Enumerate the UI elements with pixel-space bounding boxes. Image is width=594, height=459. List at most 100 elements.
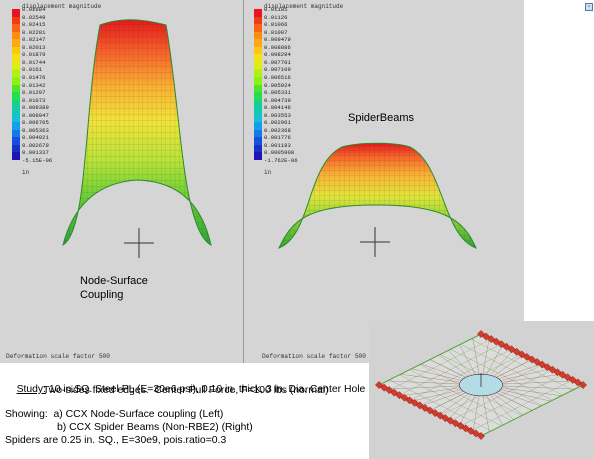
spider-beam-element (477, 330, 485, 338)
study-line-1: 10 in.SQ. Steel PL (E=30e6 psi), 0.10 in… (46, 384, 366, 395)
right-deformed-plate-render (278, 142, 477, 257)
legend-value: 0.002961 (264, 119, 291, 127)
radial-mesh-line (501, 374, 562, 383)
legend-color-swatch (254, 16, 262, 25)
spider-beam-element (568, 375, 577, 384)
spider-beam-element (548, 365, 557, 374)
spider-beam-element (375, 381, 383, 389)
radial-mesh-line (502, 380, 575, 385)
legend-value: 0.003553 (264, 111, 291, 119)
legend-value: 0.01185 (264, 6, 288, 13)
spider-beam-element (405, 396, 414, 405)
spider-beam-element (415, 401, 424, 410)
legend-color-swatch (254, 92, 262, 100)
legend-color-swatch (254, 84, 262, 93)
color-legend-bar (12, 9, 20, 161)
legend-color-swatch (12, 92, 20, 100)
spider-beam-element (426, 406, 434, 415)
left-result-viewport[interactable]: displacement magnitude 0.02684 0.02549 0.0… (0, 0, 244, 363)
legend-color-swatch (12, 9, 20, 17)
legend-value: 0.002679 (22, 141, 49, 149)
legend-value: 0.008886 (264, 43, 291, 51)
annotation-line: Coupling (80, 289, 124, 301)
legend-color-swatch (12, 69, 20, 78)
legend-value: 0.001337 (22, 149, 49, 157)
legend-color-swatch (12, 39, 20, 48)
spiders-line: Spiders are 0.25 in. SQ., E=30e9, pois.r… (5, 435, 227, 446)
legend-value: 0.0005908 (264, 149, 295, 157)
legend-value: 0.004739 (264, 96, 291, 104)
radial-mesh-line (411, 389, 462, 402)
spider-beam-element (380, 383, 389, 392)
legend-color-swatch (254, 76, 262, 85)
legend-color-swatch (254, 129, 262, 138)
legend-color-swatch (254, 39, 262, 48)
legend-value: 0.001776 (264, 134, 291, 142)
spider-beam-element (410, 398, 419, 407)
spider-beam-element (487, 335, 496, 344)
spider-beam-element (395, 391, 404, 400)
radial-mesh-line (496, 359, 533, 378)
radial-mesh-line (387, 385, 460, 390)
radial-mesh-line (472, 395, 480, 432)
legend-color-swatch (254, 69, 262, 78)
legend-value: 0.01744 (22, 58, 46, 66)
legend-value: 0.006705 (22, 119, 49, 127)
legend-color-swatch (254, 9, 262, 17)
annotation-spider-beams: SpiderBeams (348, 112, 415, 124)
spider-beam-element (497, 340, 506, 349)
radial-mesh-line (482, 338, 490, 375)
radial-mesh-line (387, 380, 460, 385)
spider-beam-element (441, 414, 450, 423)
legend-color-swatch (12, 16, 20, 25)
spider-beam-element (477, 432, 485, 440)
legend-value: 0.007701 (264, 58, 291, 66)
legend-value: -5.15E-06 (22, 157, 53, 164)
radial-mesh-line (459, 344, 476, 375)
spider-beam-element (385, 386, 394, 395)
radial-mesh-line (498, 363, 542, 379)
spider-beam-element (553, 368, 562, 377)
spider-beam-element (573, 378, 582, 387)
radial-mesh-line (472, 338, 480, 375)
legend-color-swatch (12, 99, 20, 108)
legend-value: 0.02684 (22, 6, 46, 13)
study-line-2: Two-sides fixed edges. Center Pull Force… (43, 385, 329, 396)
spider-beam-element (502, 342, 511, 351)
spider-beam-element (390, 388, 399, 397)
radial-mesh-line (482, 395, 490, 432)
legend-value: 0.0161 (22, 66, 43, 74)
legend-color-swatch (254, 137, 262, 146)
spider-beam-element (466, 426, 475, 435)
spider-beam-element (558, 370, 567, 379)
spider-beam-element (456, 421, 465, 430)
legend-color-swatch (12, 144, 20, 153)
spider-beam-element (517, 350, 526, 359)
legend-value: 0.01066 (264, 21, 288, 29)
radial-mesh-line (500, 389, 551, 402)
legend-value: 0.02415 (22, 21, 46, 29)
legend-color-swatch (12, 76, 20, 85)
spider-beam-element (492, 337, 501, 346)
spider-beam-element (533, 358, 542, 367)
radial-mesh-line (493, 354, 524, 377)
radial-mesh-line (400, 374, 461, 383)
spider-beam-element (522, 352, 531, 361)
spider-beam-element (512, 347, 521, 356)
legend-value: 0.01476 (22, 73, 46, 81)
legend-color-swatch (254, 107, 262, 115)
right-result-viewport[interactable]: displacement magnitude 0.01185 0.01126 0.0… (244, 0, 524, 363)
radial-mesh-line (420, 391, 464, 407)
radial-mesh-line (493, 393, 524, 416)
legend-color-swatch (254, 99, 262, 108)
legend-value: 0.02013 (22, 43, 46, 51)
spider-beam-element (528, 355, 536, 364)
radial-mesh-line (496, 392, 533, 411)
legend-value: 0.01342 (22, 81, 46, 89)
radial-mesh-line (490, 394, 514, 420)
annotation-node-surface: Node-Surface Coupling (80, 274, 148, 302)
window-restore-icon[interactable]: ▫ (585, 3, 593, 11)
radial-mesh-line (459, 395, 476, 426)
deformation-scale-text: Deformation scale factor 500 (6, 353, 110, 360)
showing-line-2: b) CCX Spider Beams (Non-RBE2) (Right) (57, 422, 253, 433)
